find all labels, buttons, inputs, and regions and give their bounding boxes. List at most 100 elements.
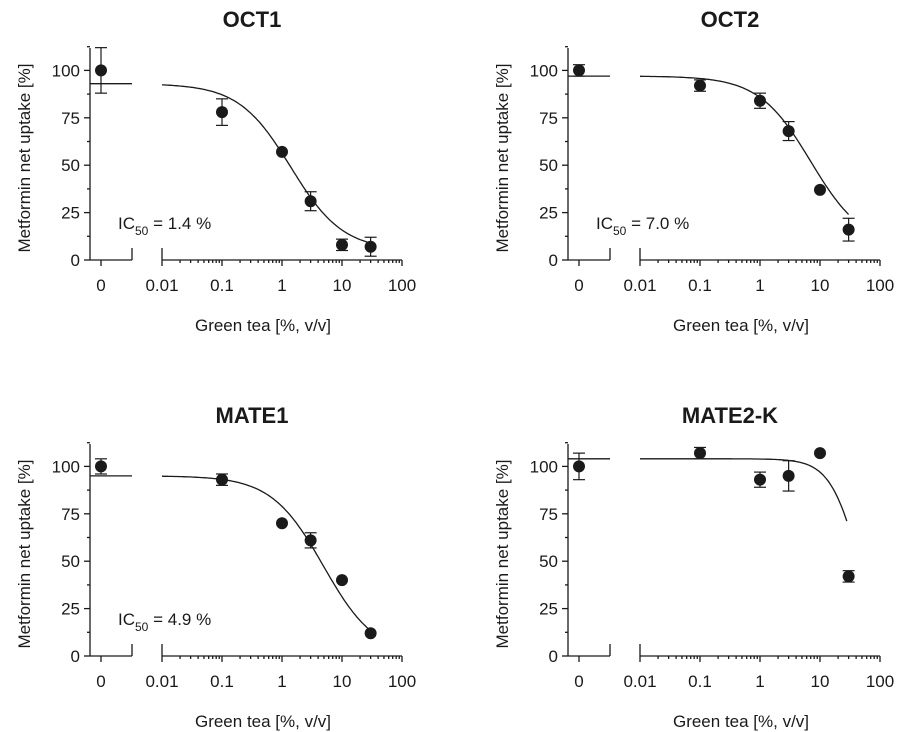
data-point	[336, 574, 348, 587]
chart-title: OCT2	[701, 7, 760, 32]
x-tick-label: 100	[388, 672, 416, 691]
ic50-value: = 7.0 %	[626, 214, 689, 233]
data-point	[814, 183, 826, 196]
fit-curve	[640, 75, 850, 215]
y-tick-label: 25	[539, 204, 558, 223]
x-axis-label: Green tea [%, v/v]	[673, 316, 809, 335]
y-tick-label: 100	[530, 61, 558, 80]
y-tick-label: 50	[61, 156, 80, 175]
y-tick-label: 100	[530, 457, 558, 476]
x-tick-label: 1	[277, 276, 286, 295]
data-point	[754, 473, 766, 486]
y-tick-label: 100	[52, 457, 80, 476]
data-point	[694, 447, 706, 460]
y-tick-label: 50	[61, 552, 80, 571]
x-tick-label: 0.1	[210, 672, 234, 691]
x-tick-label: 0.01	[623, 276, 656, 295]
ic50-annotation: IC50 = 4.9 %	[118, 610, 211, 634]
y-tick-label: 75	[61, 505, 80, 524]
data-point	[694, 79, 706, 92]
data-point	[842, 570, 855, 583]
fit-curve	[162, 84, 371, 244]
control-point	[95, 460, 107, 473]
y-tick-label: 75	[61, 109, 80, 128]
data-point	[842, 223, 855, 236]
x-tick-label: 0.1	[210, 276, 234, 295]
x-tick-label: 10	[811, 276, 830, 295]
x-tick-label: 100	[866, 672, 894, 691]
y-tick-label: 75	[539, 109, 558, 128]
data-point	[304, 534, 317, 547]
control-point	[573, 460, 585, 473]
x-tick-label: 100	[866, 276, 894, 295]
y-tick-label: 0	[549, 647, 558, 666]
x-tick-label: 100	[388, 276, 416, 295]
chart-panel-1: OCT1 0 25 50 75 100 Metformin net uptake [%] 0 0…	[15, 7, 416, 335]
ic50-prefix: IC	[596, 214, 613, 233]
chart-title: MATE1	[216, 403, 289, 428]
x-axis-label: Green tea [%, v/v]	[195, 712, 331, 731]
x-tick-label: 0.01	[623, 672, 656, 691]
x-tick-label: 0.1	[688, 276, 712, 295]
x-axis-label: Green tea [%, v/v]	[195, 316, 331, 335]
y-tick-label: 0	[71, 647, 80, 666]
x-tick-label: 0	[96, 672, 105, 691]
data-point	[216, 473, 228, 486]
data-point	[276, 517, 288, 530]
control-point	[95, 64, 107, 77]
fit-curve	[161, 475, 372, 632]
data-point	[216, 106, 228, 119]
data-point	[304, 195, 317, 208]
fit-curve	[640, 458, 848, 522]
x-tick-label: 0.01	[145, 672, 178, 691]
data-point	[336, 238, 348, 251]
x-tick-label: 10	[333, 276, 352, 295]
y-axis-label: Metformin net uptake [%]	[493, 460, 512, 649]
ic50-prefix: IC	[118, 610, 135, 629]
x-tick-label: 0.01	[145, 276, 178, 295]
y-tick-label: 0	[71, 251, 80, 270]
y-tick-label: 25	[539, 600, 558, 619]
x-tick-label: 1	[277, 672, 286, 691]
data-point	[754, 94, 766, 107]
x-tick-label: 1	[755, 276, 764, 295]
x-axis-label: Green tea [%, v/v]	[673, 712, 809, 731]
y-axis-label: Metformin net uptake [%]	[15, 460, 34, 649]
x-tick-label: 0	[96, 276, 105, 295]
ic50-subscript: 50	[613, 224, 627, 238]
y-axis-label: Metformin net uptake [%]	[15, 64, 34, 253]
x-tick-label: 0	[574, 672, 583, 691]
chart-title: MATE2-K	[682, 403, 778, 428]
x-tick-label: 1	[755, 672, 764, 691]
control-point	[573, 64, 585, 77]
x-tick-label: 10	[811, 672, 830, 691]
data-point	[782, 125, 795, 138]
chart-panel-2: OCT2 0 25 50 75 100 Metformin net uptake [%] 0 0…	[493, 7, 894, 335]
data-point	[364, 240, 377, 253]
y-tick-label: 100	[52, 61, 80, 80]
ic50-prefix: IC	[118, 214, 135, 233]
y-tick-label: 50	[539, 552, 558, 571]
data-point	[782, 469, 795, 482]
data-point	[276, 145, 288, 158]
data-point	[364, 627, 377, 640]
y-tick-label: 0	[549, 251, 558, 270]
x-tick-label: 0	[574, 276, 583, 295]
x-tick-label: 10	[333, 672, 352, 691]
ic50-annotation: IC50 = 7.0 %	[596, 214, 689, 238]
ic50-subscript: 50	[135, 224, 149, 238]
chart-title: OCT1	[223, 7, 282, 32]
y-axis-label: Metformin net uptake [%]	[493, 64, 512, 253]
y-tick-label: 50	[539, 156, 558, 175]
ic50-value: = 1.4 %	[148, 214, 211, 233]
ic50-value: = 4.9 %	[148, 610, 211, 629]
y-tick-label: 25	[61, 204, 80, 223]
data-point	[814, 447, 826, 460]
ic50-annotation: IC50 = 1.4 %	[118, 214, 211, 238]
y-tick-label: 25	[61, 600, 80, 619]
ic50-subscript: 50	[135, 620, 149, 634]
y-tick-label: 75	[539, 505, 558, 524]
